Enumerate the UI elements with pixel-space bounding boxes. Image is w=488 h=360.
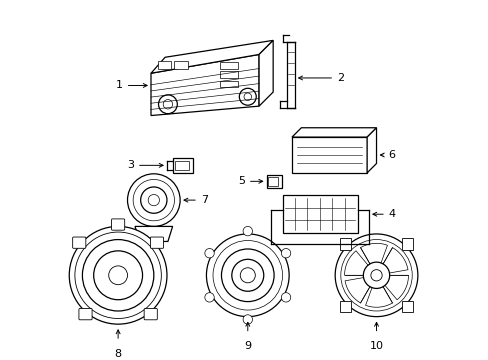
FancyBboxPatch shape [144, 309, 157, 320]
Polygon shape [135, 226, 172, 242]
Text: 9: 9 [244, 341, 251, 351]
Polygon shape [151, 40, 273, 73]
Circle shape [75, 232, 161, 319]
Circle shape [281, 293, 290, 302]
Circle shape [141, 187, 166, 213]
Circle shape [213, 240, 282, 310]
Text: 4: 4 [388, 209, 395, 219]
Circle shape [204, 248, 214, 258]
FancyBboxPatch shape [219, 71, 238, 78]
Circle shape [244, 93, 251, 100]
Circle shape [69, 226, 166, 324]
Polygon shape [291, 128, 376, 137]
Circle shape [204, 293, 214, 302]
Circle shape [133, 179, 174, 221]
Circle shape [363, 262, 389, 288]
Text: 7: 7 [201, 195, 207, 205]
Circle shape [206, 234, 288, 317]
FancyBboxPatch shape [219, 62, 238, 68]
FancyBboxPatch shape [219, 81, 238, 87]
FancyBboxPatch shape [266, 175, 281, 188]
Circle shape [370, 270, 382, 281]
Circle shape [221, 249, 274, 302]
Circle shape [94, 251, 142, 300]
Circle shape [334, 234, 417, 317]
Polygon shape [366, 128, 376, 173]
Text: 6: 6 [388, 150, 395, 160]
FancyBboxPatch shape [73, 237, 86, 248]
FancyBboxPatch shape [401, 238, 412, 250]
Circle shape [148, 194, 159, 206]
FancyBboxPatch shape [175, 161, 188, 170]
Circle shape [158, 95, 177, 114]
Circle shape [281, 248, 290, 258]
FancyBboxPatch shape [401, 301, 412, 312]
FancyBboxPatch shape [291, 137, 366, 173]
Text: 3: 3 [127, 160, 134, 170]
Text: 10: 10 [369, 341, 383, 351]
Polygon shape [151, 54, 259, 116]
Circle shape [243, 226, 252, 236]
Circle shape [231, 259, 263, 291]
FancyBboxPatch shape [174, 61, 187, 69]
FancyBboxPatch shape [339, 238, 350, 250]
Text: 1: 1 [116, 81, 122, 90]
Text: 2: 2 [336, 73, 344, 83]
Text: 8: 8 [114, 348, 122, 359]
FancyBboxPatch shape [79, 309, 92, 320]
FancyBboxPatch shape [268, 177, 277, 186]
Polygon shape [259, 40, 273, 106]
FancyBboxPatch shape [172, 158, 193, 173]
FancyBboxPatch shape [282, 195, 357, 233]
Circle shape [163, 100, 172, 109]
Circle shape [239, 88, 256, 105]
Circle shape [127, 174, 180, 226]
Circle shape [108, 266, 127, 285]
Circle shape [340, 239, 411, 311]
FancyBboxPatch shape [111, 219, 124, 230]
FancyBboxPatch shape [150, 237, 163, 248]
Circle shape [82, 239, 154, 311]
Circle shape [240, 268, 255, 283]
Text: 5: 5 [238, 176, 244, 186]
Circle shape [243, 315, 252, 324]
FancyBboxPatch shape [339, 301, 350, 312]
FancyBboxPatch shape [157, 61, 170, 69]
